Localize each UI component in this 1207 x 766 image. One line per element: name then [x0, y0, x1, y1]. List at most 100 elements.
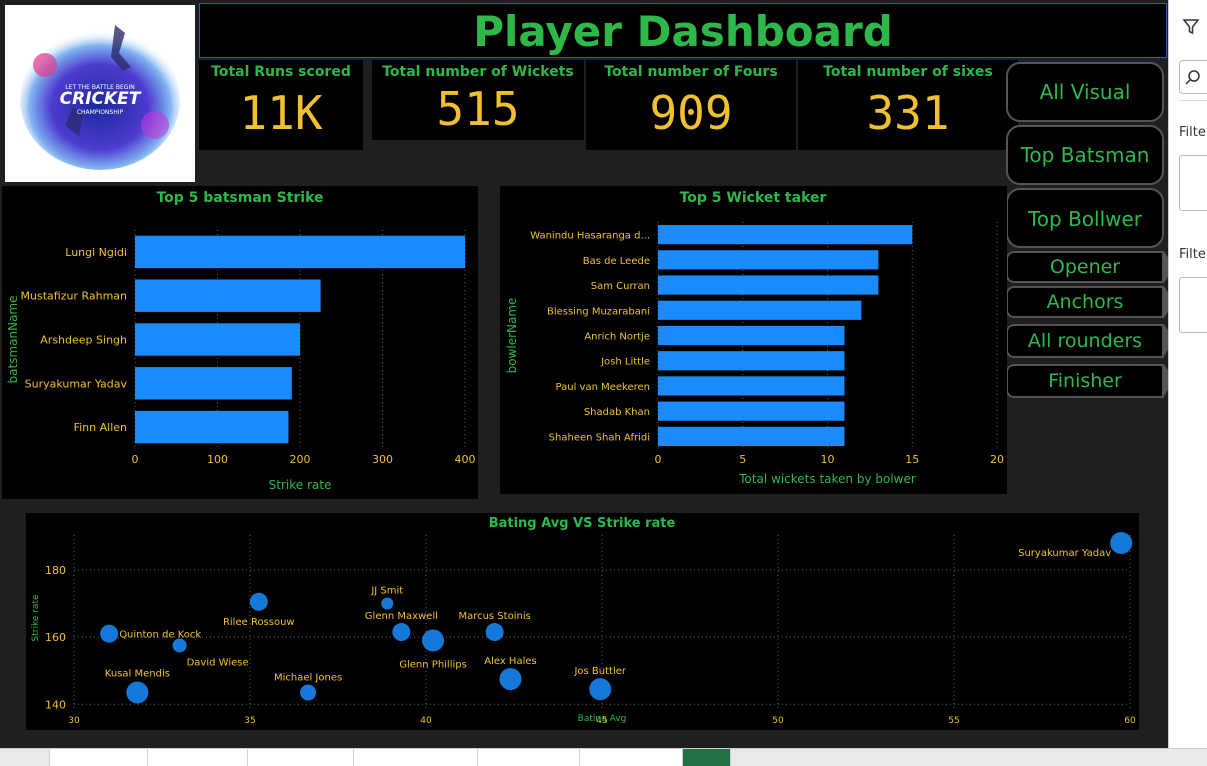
- x-axis-label: Total wickets taken by bolwer: [738, 472, 916, 486]
- category-label: Blessing Muzarabani: [547, 306, 650, 317]
- x-axis-label: Strike rate: [269, 478, 332, 492]
- cricket-logo-art: LET THE BATTLE BEGIN CRICKET CHAMPIONSHI…: [20, 25, 180, 170]
- tab-page[interactable]: [148, 749, 248, 766]
- point-label: Glenn Maxwell: [365, 611, 438, 622]
- x-tick-label: 35: [244, 716, 255, 726]
- x-tick-label: 0: [655, 453, 662, 466]
- kpi-total-sixes: Total number of sixes 331: [798, 60, 1018, 150]
- scatter-point: [392, 623, 411, 642]
- filter-icon[interactable]: [1182, 18, 1200, 36]
- title-banner: Player Dashboard: [199, 3, 1167, 58]
- y-axis-label: bowlerName: [505, 298, 519, 374]
- tab-page[interactable]: [478, 749, 580, 766]
- x-tick-label: 10: [821, 453, 835, 466]
- x-tick-label: 50: [772, 716, 784, 726]
- kpi-label: Total number of Fours: [604, 64, 778, 80]
- logo-line3: CHAMPIONSHIP: [77, 109, 124, 116]
- category-label: Paul van Meekeren: [556, 382, 650, 393]
- category-label: Suryakumar Yadav: [25, 377, 128, 390]
- bar: [135, 410, 289, 444]
- y-axis-label: Strike rate: [31, 594, 41, 641]
- kpi-total-fours: Total number of Fours 909: [586, 60, 796, 150]
- tab-page[interactable]: [354, 749, 478, 766]
- category-label: Shadab Khan: [584, 407, 650, 418]
- point-label: Glenn Phillips: [399, 659, 467, 670]
- x-tick-label: 200: [290, 453, 311, 466]
- filter-search-input[interactable]: [1179, 60, 1207, 94]
- bar: [135, 367, 292, 400]
- logo-line1: LET THE BATTLE BEGIN: [65, 84, 134, 91]
- top-batsman-button[interactable]: Top Batsman: [1006, 125, 1164, 185]
- scatter-point: [249, 592, 268, 611]
- bar: [658, 225, 913, 245]
- opener-button[interactable]: Opener: [1006, 251, 1174, 283]
- scatter-point: [172, 638, 187, 653]
- point-label: JJ Smit: [370, 585, 403, 596]
- x-tick-label: 400: [455, 453, 476, 466]
- bar: [135, 235, 465, 269]
- point-label: Quinton de Kock: [119, 630, 201, 641]
- point-label: Michael Jones: [274, 673, 342, 684]
- point-label: Marcus Stoinis: [458, 611, 530, 622]
- category-label: Josh Little: [600, 357, 650, 368]
- scatter-point: [1110, 532, 1133, 554]
- tab-page[interactable]: [580, 749, 683, 766]
- y-axis-label: batsmanName: [6, 296, 20, 384]
- x-tick-label: 30: [68, 716, 80, 726]
- finisher-button[interactable]: Finisher: [1006, 364, 1174, 398]
- bar: [658, 351, 845, 371]
- category-label: Shaheen Shah Afridi: [549, 432, 650, 443]
- add-page-button[interactable]: [683, 749, 731, 766]
- point-label: Jos Buttler: [573, 666, 626, 677]
- category-label: Wanindu Hasaranga d...: [530, 231, 650, 242]
- filter-label: Filter: [1179, 125, 1207, 140]
- avg-vs-strike-chart: Bating Avg VS Strike rate 30 35 40 45 50 55 60 1…: [26, 513, 1139, 730]
- bar: [658, 376, 845, 396]
- tab-page[interactable]: [50, 749, 148, 766]
- page-tabs-bar: [0, 748, 1207, 766]
- bar: [135, 279, 321, 312]
- scatter-point: [589, 678, 612, 701]
- kpi-total-wickets: Total number of Wickets 515: [372, 60, 584, 140]
- kpi-total-runs: Total Runs scored 11K: [199, 60, 363, 150]
- kpi-value: 909: [649, 86, 733, 140]
- x-tick-label: 15: [905, 453, 919, 466]
- x-tick-label: 0: [132, 453, 139, 466]
- anchors-button[interactable]: Anchors: [1006, 286, 1174, 318]
- scatter-point: [485, 623, 504, 642]
- x-axis-label: Bating Avg: [578, 714, 627, 724]
- tab-nav-arrows[interactable]: [0, 749, 50, 766]
- all-visual-button[interactable]: All Visual: [1006, 62, 1164, 122]
- kpi-value: 11K: [239, 86, 323, 140]
- cricket-logo: LET THE BATTLE BEGIN CRICKET CHAMPIONSHI…: [5, 5, 195, 182]
- y-tick-label: 160: [45, 631, 66, 644]
- kpi-label: Total number of sixes: [823, 64, 993, 80]
- bar: [658, 275, 879, 295]
- top-bowler-button[interactable]: Top Bollwer: [1006, 188, 1164, 248]
- category-label: Mustafizur Rahman: [21, 290, 128, 303]
- bar: [658, 426, 845, 446]
- batsman-strike-chart: Top 5 batsman Strike 0 100 200 300 400 Lungi N…: [2, 186, 478, 499]
- x-tick-label: 60: [1124, 716, 1136, 726]
- filter-pane: Filter Filter: [1168, 0, 1207, 748]
- scatter-point: [499, 668, 522, 691]
- x-tick-label: 20: [990, 453, 1004, 466]
- search-icon: [1185, 70, 1200, 85]
- kpi-value: 515: [436, 82, 520, 136]
- scatter-point: [126, 681, 149, 704]
- filter-well[interactable]: [1179, 155, 1207, 211]
- wicket-taker-svg: Top 5 Wicket taker 0 5 10 15 20 Wanindu Hasara…: [505, 190, 1004, 486]
- avg-vs-strike-svg: Bating Avg VS Strike rate 30 35 40 45 50 55 60 1…: [31, 516, 1136, 726]
- point-label: David Wiese: [187, 657, 249, 668]
- all-rounders-button[interactable]: All rounders: [1006, 324, 1174, 358]
- filter-well[interactable]: [1179, 277, 1207, 333]
- category-label: Arshdeep Singh: [40, 334, 127, 347]
- batsman-strike-svg: Top 5 batsman Strike 0 100 200 300 400 Lungi N…: [6, 190, 476, 492]
- tab-page[interactable]: [248, 749, 354, 766]
- bar: [658, 250, 879, 270]
- x-tick-label: 55: [948, 716, 959, 726]
- x-tick-label: 100: [207, 453, 228, 466]
- x-tick-label: 300: [372, 453, 393, 466]
- chart-title: Bating Avg VS Strike rate: [489, 516, 676, 531]
- x-tick-label: 40: [420, 716, 432, 726]
